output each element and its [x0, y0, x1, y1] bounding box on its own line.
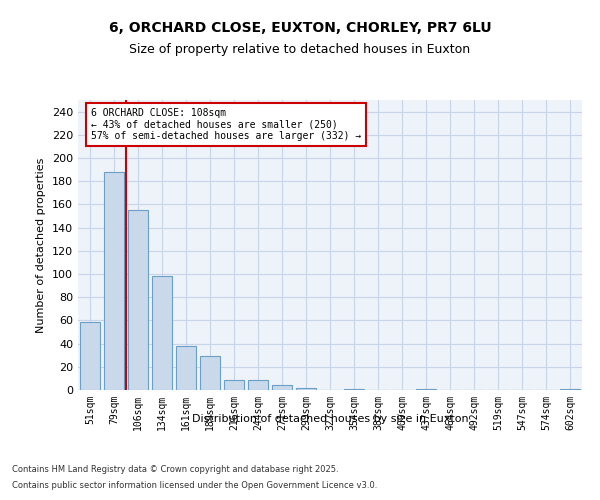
- Bar: [248, 380, 268, 390]
- Text: 6 ORCHARD CLOSE: 108sqm
← 43% of detached houses are smaller (250)
57% of semi-d: 6 ORCHARD CLOSE: 108sqm ← 43% of detache…: [91, 108, 361, 142]
- Bar: [176, 346, 196, 390]
- Text: Distribution of detached houses by size in Euxton: Distribution of detached houses by size …: [191, 414, 469, 424]
- Bar: [560, 389, 580, 390]
- Bar: [128, 210, 148, 390]
- Bar: [80, 322, 100, 390]
- Text: Contains public sector information licensed under the Open Government Licence v3: Contains public sector information licen…: [12, 480, 377, 490]
- Text: Size of property relative to detached houses in Euxton: Size of property relative to detached ho…: [130, 42, 470, 56]
- Y-axis label: Number of detached properties: Number of detached properties: [37, 158, 46, 332]
- Bar: [152, 276, 172, 390]
- Bar: [224, 380, 244, 390]
- Bar: [272, 386, 292, 390]
- Bar: [416, 389, 436, 390]
- Bar: [104, 172, 124, 390]
- Bar: [344, 389, 364, 390]
- Bar: [200, 356, 220, 390]
- Text: 6, ORCHARD CLOSE, EUXTON, CHORLEY, PR7 6LU: 6, ORCHARD CLOSE, EUXTON, CHORLEY, PR7 6…: [109, 22, 491, 36]
- Bar: [296, 388, 316, 390]
- Text: Contains HM Land Registry data © Crown copyright and database right 2025.: Contains HM Land Registry data © Crown c…: [12, 466, 338, 474]
